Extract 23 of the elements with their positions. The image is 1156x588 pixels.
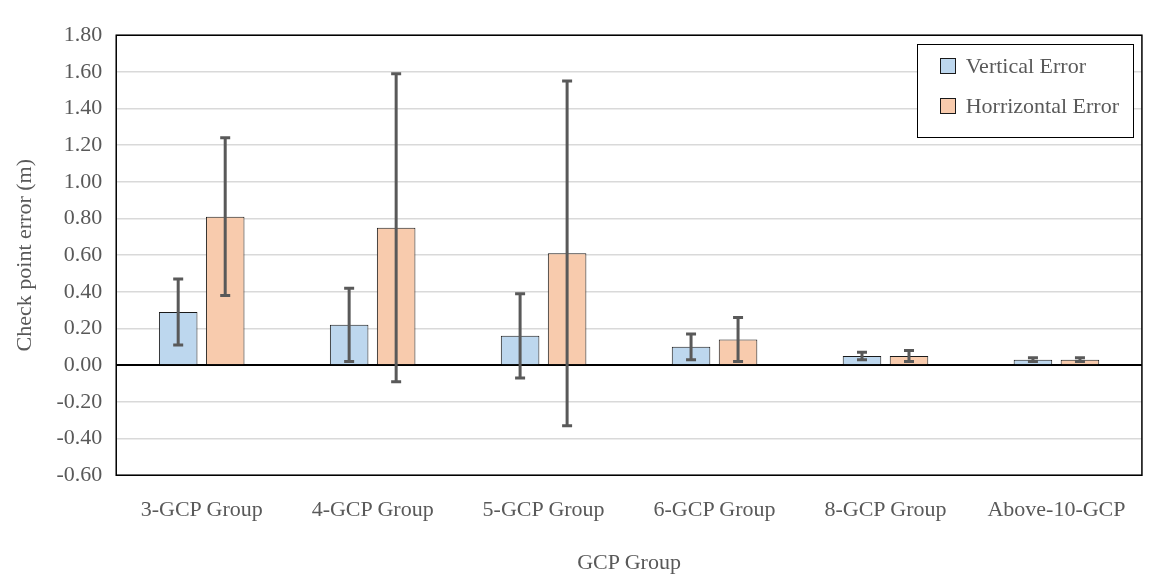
y-tick-label: 0.20 [63,314,103,340]
y-tick-label: 1.60 [63,57,103,83]
y-tick-label: 0.60 [63,240,103,266]
y-tick-label: -0.60 [56,460,103,486]
y-tick-label: 1.00 [63,167,103,193]
legend-label: Vertical Error [965,53,1086,79]
y-tick-label: 0.40 [63,277,103,303]
x-axis-title: GCP Group [577,548,681,574]
y-tick-label: 0.80 [63,204,103,230]
legend-label: Horrizontal Error [965,93,1119,119]
y-tick-label: 1.80 [63,20,103,46]
x-tick-label: 3-GCP Group [140,496,263,522]
y-tick-label: 1.40 [63,94,103,120]
x-tick-label: 6-GCP Group [653,496,776,522]
y-tick-label: 1.20 [63,130,103,156]
x-tick-label: 4-GCP Group [311,496,434,522]
y-tick-label: -0.40 [56,424,103,450]
x-tick-label: 8-GCP Group [824,496,947,522]
y-axis-title: Check point error (m) [10,158,36,352]
x-tick-label: 5-GCP Group [482,496,605,522]
y-tick-label: -0.20 [56,387,103,413]
y-tick-label: 0.00 [63,350,103,376]
x-tick-label: Above-10-GCP [987,496,1126,522]
